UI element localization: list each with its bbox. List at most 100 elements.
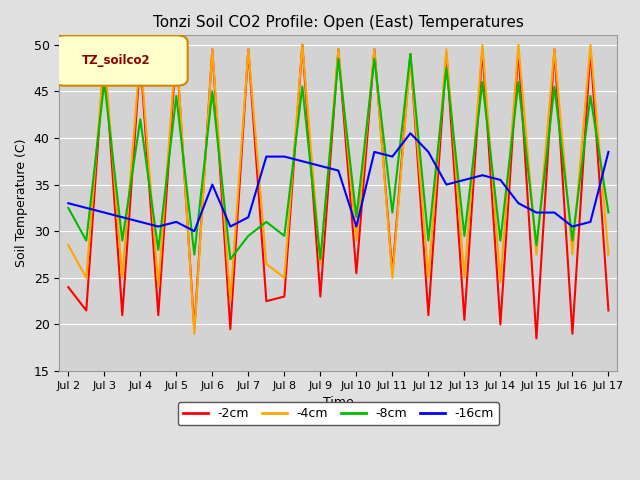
-2cm [497, 322, 504, 327]
-8cm [424, 238, 432, 243]
-4cm [424, 275, 432, 281]
-8cm [568, 238, 576, 243]
-8cm [227, 256, 234, 262]
-8cm [209, 88, 216, 94]
-4cm [587, 42, 595, 48]
-8cm [136, 117, 144, 122]
-2cm [118, 312, 126, 318]
-16cm [154, 224, 162, 229]
-16cm [280, 154, 288, 159]
-16cm [262, 154, 270, 159]
Y-axis label: Soil Temperature (C): Soil Temperature (C) [15, 139, 28, 267]
-16cm [335, 168, 342, 173]
-8cm [172, 93, 180, 99]
-2cm [209, 47, 216, 52]
-2cm [154, 312, 162, 318]
-2cm [605, 308, 612, 313]
-16cm [353, 224, 360, 229]
-8cm [353, 215, 360, 220]
Title: Tonzi Soil CO2 Profile: Open (East) Temperatures: Tonzi Soil CO2 Profile: Open (East) Temp… [153, 15, 524, 30]
-4cm [172, 42, 180, 48]
-8cm [83, 238, 90, 243]
-8cm [317, 256, 324, 262]
-2cm [568, 331, 576, 336]
-2cm [587, 47, 595, 52]
-8cm [515, 79, 522, 85]
-16cm [317, 163, 324, 169]
-16cm [118, 215, 126, 220]
-16cm [568, 224, 576, 229]
-2cm [191, 326, 198, 332]
-2cm [136, 56, 144, 61]
-8cm [442, 65, 450, 71]
Line: -2cm: -2cm [68, 45, 609, 338]
-2cm [298, 42, 306, 48]
-4cm [479, 42, 486, 48]
-4cm [280, 275, 288, 281]
-2cm [550, 47, 558, 52]
-4cm [406, 56, 414, 61]
-2cm [65, 284, 72, 290]
-16cm [172, 219, 180, 225]
-16cm [100, 210, 108, 216]
Line: -16cm: -16cm [68, 133, 609, 231]
-2cm [532, 336, 540, 341]
-4cm [191, 331, 198, 336]
-8cm [388, 210, 396, 216]
-16cm [136, 219, 144, 225]
-16cm [497, 177, 504, 183]
-2cm [406, 51, 414, 57]
-16cm [388, 154, 396, 159]
-2cm [371, 47, 378, 52]
-4cm [353, 238, 360, 243]
-16cm [461, 177, 468, 183]
-2cm [317, 294, 324, 300]
-2cm [100, 51, 108, 57]
-8cm [371, 56, 378, 61]
-8cm [497, 238, 504, 243]
-16cm [406, 131, 414, 136]
-8cm [335, 56, 342, 61]
Legend: -2cm, -4cm, -8cm, -16cm: -2cm, -4cm, -8cm, -16cm [178, 402, 499, 425]
-2cm [280, 294, 288, 300]
-8cm [298, 84, 306, 89]
-8cm [65, 205, 72, 211]
-2cm [83, 308, 90, 313]
-4cm [550, 47, 558, 52]
-4cm [100, 51, 108, 57]
X-axis label: Time: Time [323, 396, 354, 409]
Line: -8cm: -8cm [68, 54, 609, 259]
-8cm [244, 233, 252, 239]
-8cm [280, 233, 288, 239]
-4cm [262, 261, 270, 267]
FancyBboxPatch shape [54, 36, 188, 86]
-16cm [532, 210, 540, 216]
-4cm [605, 252, 612, 257]
Text: TZ_soilco2: TZ_soilco2 [82, 54, 150, 67]
-16cm [191, 228, 198, 234]
-4cm [209, 47, 216, 52]
-8cm [550, 84, 558, 89]
-4cm [532, 252, 540, 257]
-4cm [335, 47, 342, 52]
-4cm [371, 47, 378, 52]
-16cm [244, 215, 252, 220]
-16cm [479, 172, 486, 178]
-4cm [65, 242, 72, 248]
-2cm [335, 47, 342, 52]
-16cm [442, 182, 450, 188]
-16cm [227, 224, 234, 229]
-2cm [479, 47, 486, 52]
Line: -4cm: -4cm [68, 45, 609, 334]
-4cm [227, 298, 234, 304]
-8cm [262, 219, 270, 225]
-16cm [298, 158, 306, 164]
-16cm [65, 200, 72, 206]
-4cm [154, 284, 162, 290]
-2cm [388, 270, 396, 276]
-16cm [515, 200, 522, 206]
-16cm [424, 149, 432, 155]
-2cm [244, 47, 252, 52]
-8cm [461, 233, 468, 239]
-4cm [461, 275, 468, 281]
